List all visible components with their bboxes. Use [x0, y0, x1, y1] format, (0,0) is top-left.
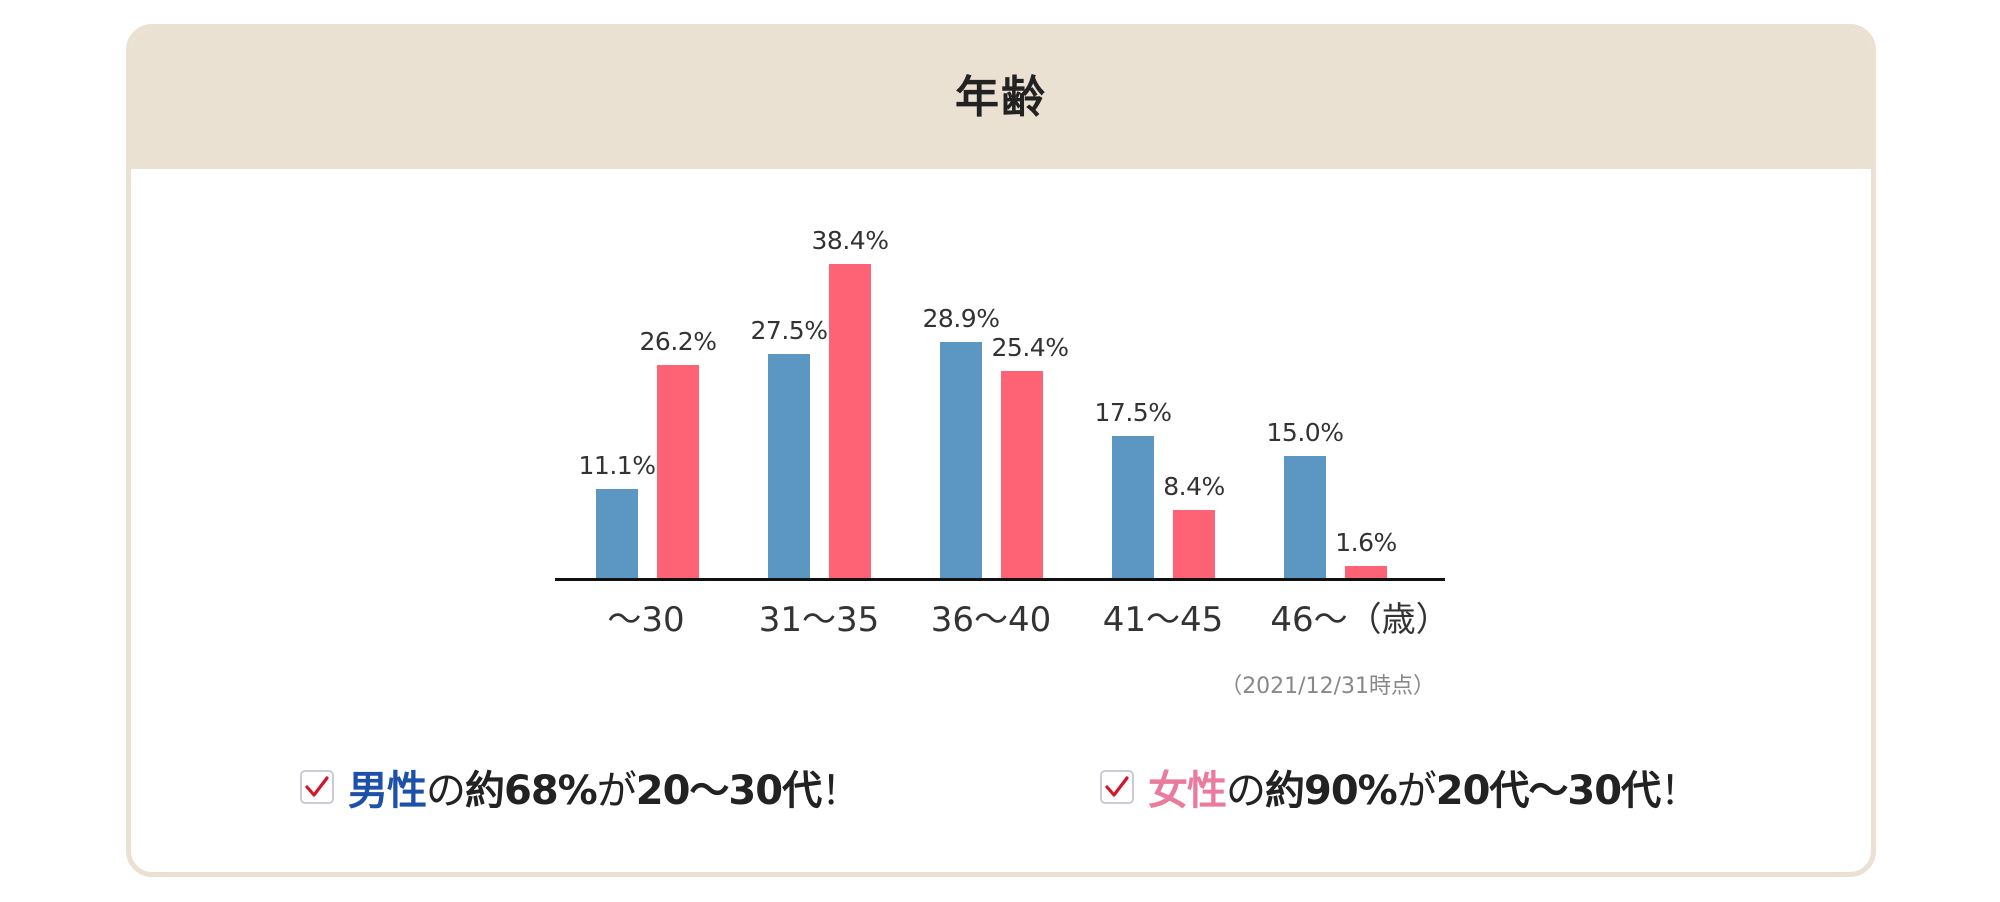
summary-text-male: 男性の約68%が20〜30代！ [348, 768, 861, 814]
age-bar-chart: 11.1% 26.2% 27.5% 38.4% 28.9% 25.4% 17.5… [131, 29, 1871, 872]
bar-male-over46 [1284, 456, 1326, 579]
value-label: 17.5% [1094, 398, 1172, 427]
category-label: 31〜35 [758, 600, 880, 640]
bar-female-41-45 [1173, 510, 1215, 579]
value-label: 11.1% [578, 451, 656, 480]
bar-female-36-40 [1001, 371, 1043, 579]
age-card: 年齢 11.1% 26.2% 27.5% 38.4% 28.9% 25.4% 1… [126, 24, 1876, 877]
bar-male-under30 [596, 489, 638, 579]
value-label: 26.2% [639, 327, 717, 356]
page-title: 年齢 [955, 72, 1047, 123]
bar-male-41-45 [1112, 436, 1154, 579]
category-label: 41〜45 [1102, 600, 1224, 640]
category-label: 46〜（歳） [1270, 600, 1450, 640]
value-label: 27.5% [750, 316, 828, 345]
category-label: 〜30 [607, 600, 685, 640]
category-label: 36〜40 [930, 600, 1052, 640]
summary-female: 女性の約90%が20代〜30代！ [1100, 760, 1700, 814]
value-label: 25.4% [991, 333, 1069, 362]
bar-male-31-35 [768, 354, 810, 579]
x-axis-line [555, 578, 1445, 581]
date-note: （2021/12/31時点） [1220, 674, 1435, 699]
value-label: 1.6% [1335, 528, 1397, 557]
value-label: 28.9% [922, 304, 1000, 333]
bar-female-31-35 [829, 264, 871, 579]
check-icon [300, 770, 334, 804]
summary-male: 男性の約68%が20〜30代！ [300, 760, 861, 814]
bar-male-36-40 [940, 342, 982, 579]
value-label: 15.0% [1266, 418, 1344, 447]
card-header: 年齢 [131, 29, 1871, 169]
bar-female-under30 [657, 365, 699, 579]
bar-female-over46 [1345, 566, 1387, 579]
value-label: 38.4% [811, 226, 889, 255]
summary-text-female: 女性の約90%が20代〜30代！ [1148, 768, 1700, 814]
value-label: 8.4% [1163, 472, 1225, 501]
check-icon [1100, 770, 1134, 804]
